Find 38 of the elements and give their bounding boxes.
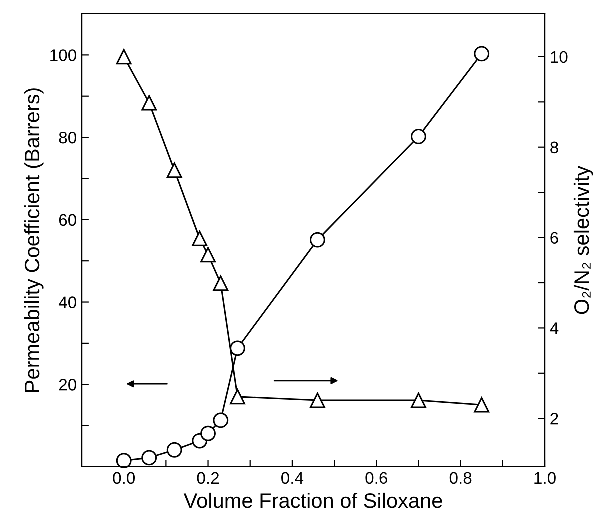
point bbox=[116, 453, 132, 469]
y-tick-label: 80 bbox=[59, 132, 76, 144]
x-tick-label: 0.4 bbox=[282, 472, 304, 484]
x-tick-label: 0.2 bbox=[197, 472, 220, 484]
x-tick-label: 0.0 bbox=[113, 472, 136, 484]
point bbox=[200, 426, 216, 442]
y-axis-title: Permeability Coefficient (Barrers) bbox=[24, 88, 44, 392]
point bbox=[200, 247, 216, 263]
y2-axis-title: O₂/N₂ selectivity bbox=[574, 166, 594, 314]
point bbox=[310, 232, 326, 248]
point bbox=[411, 392, 426, 408]
x-tick-label: 1.0 bbox=[534, 472, 556, 484]
point bbox=[192, 230, 208, 246]
point bbox=[166, 162, 182, 178]
point bbox=[213, 276, 229, 292]
y-tick-label: 40 bbox=[58, 296, 76, 308]
y2-tick-label: 4 bbox=[550, 322, 559, 334]
x-tick-label: 0.8 bbox=[450, 472, 472, 484]
point bbox=[230, 389, 246, 405]
y2-tick-label: 8 bbox=[550, 142, 558, 154]
point bbox=[411, 129, 426, 144]
point bbox=[166, 442, 182, 458]
point bbox=[213, 412, 229, 428]
y2-tick-label: 2 bbox=[550, 413, 558, 425]
point bbox=[142, 450, 158, 466]
y2-tick-label: 10 bbox=[551, 51, 568, 64]
point bbox=[474, 397, 490, 413]
point bbox=[474, 46, 490, 62]
y-tick-label: 100 bbox=[50, 50, 76, 62]
x-axis-title: Volume Fraction of Siloxane bbox=[184, 492, 442, 508]
point bbox=[116, 49, 132, 65]
y-tick-label: 20 bbox=[59, 379, 76, 391]
x-tick-label: 0.6 bbox=[366, 472, 388, 484]
point bbox=[230, 340, 246, 356]
y2-tick-label: 6 bbox=[550, 232, 558, 244]
y-tick-label: 60 bbox=[59, 214, 76, 226]
point bbox=[142, 95, 158, 111]
point bbox=[310, 392, 326, 408]
